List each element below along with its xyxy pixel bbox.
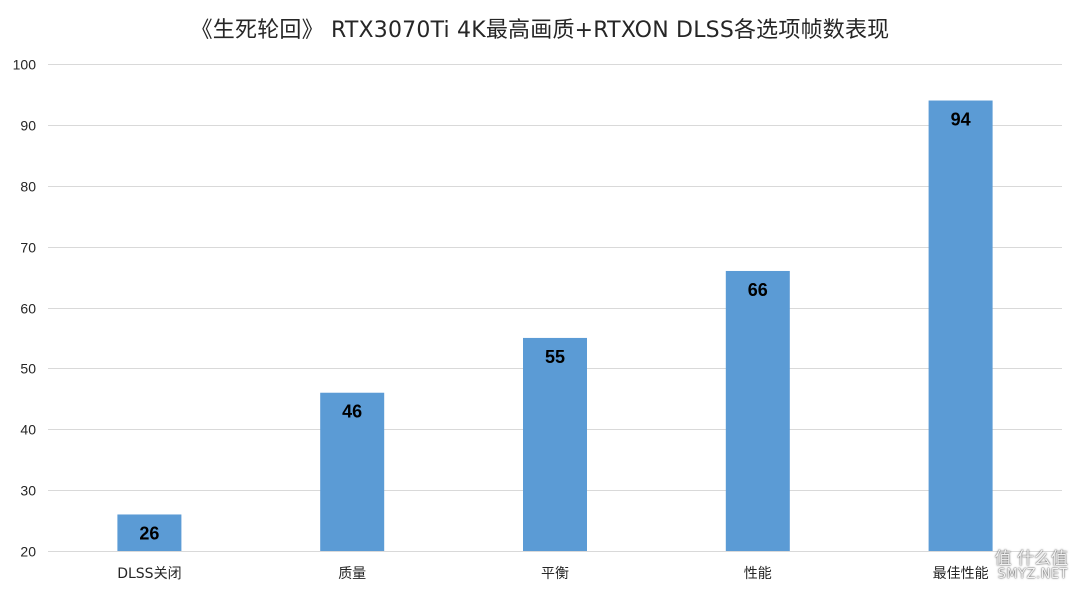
y-tick-label-20: 20 xyxy=(20,544,36,560)
data-label-3: 66 xyxy=(748,280,768,300)
data-label-4: 94 xyxy=(951,110,971,130)
watermark: 值 什么值 SMYZ.NET xyxy=(994,549,1068,583)
y-tick-label-60: 60 xyxy=(20,301,36,317)
bar-1 xyxy=(320,392,385,551)
category-label-4: 最佳性能 xyxy=(933,566,989,582)
chart-title: 《生死轮回》 RTX3070Ti 4K最高画质+RTXON DLSS各选项帧数表… xyxy=(190,18,890,43)
y-tick-label-100: 100 xyxy=(13,57,37,73)
y-tick-label-50: 50 xyxy=(20,361,36,377)
data-label-1: 46 xyxy=(342,402,362,422)
y-tick-label-80: 80 xyxy=(20,179,36,195)
category-label-2: 平衡 xyxy=(541,566,569,582)
category-label-1: 质量 xyxy=(338,566,366,582)
data-label-0: 26 xyxy=(139,523,159,543)
y-tick-label-70: 70 xyxy=(20,240,36,256)
bar-3 xyxy=(725,270,790,551)
category-label-0: DLSS关闭 xyxy=(117,566,181,582)
watermark-site: SMYZ.NET xyxy=(997,567,1068,582)
y-tick-label-40: 40 xyxy=(20,422,36,438)
y-tick-label-90: 90 xyxy=(20,118,36,134)
bar-4 xyxy=(928,100,993,552)
bar-2 xyxy=(523,337,587,551)
watermark-logo-text: 值 什么值 xyxy=(994,549,1068,569)
y-tick-label-30: 30 xyxy=(20,483,36,499)
bar-0 xyxy=(117,514,182,551)
category-label-3: 性能 xyxy=(744,566,772,582)
data-label-2: 55 xyxy=(545,347,565,367)
